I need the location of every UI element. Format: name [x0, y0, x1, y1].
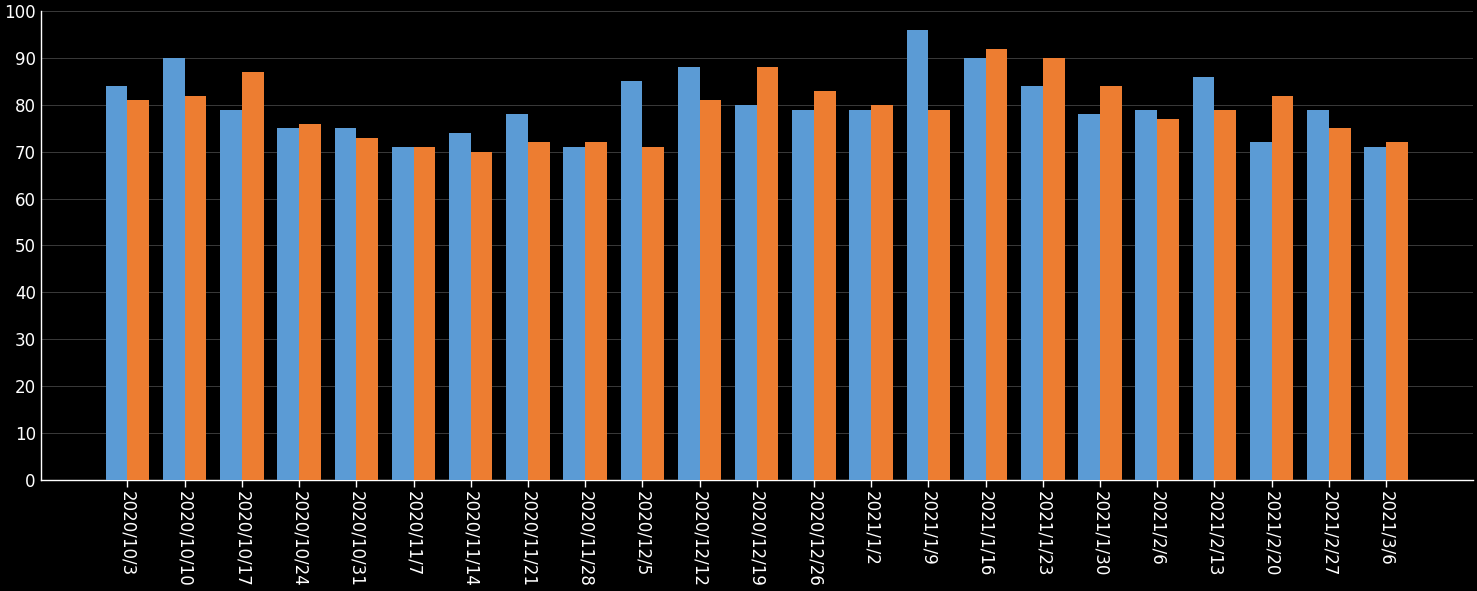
- Bar: [678, 67, 700, 480]
- Bar: [563, 147, 585, 480]
- Bar: [964, 58, 985, 480]
- Bar: [736, 105, 756, 480]
- Bar: [220, 109, 242, 480]
- Bar: [471, 152, 492, 480]
- Bar: [414, 147, 436, 480]
- Bar: [1307, 109, 1329, 480]
- Bar: [985, 48, 1007, 480]
- Bar: [449, 133, 471, 480]
- Bar: [1100, 86, 1121, 480]
- Bar: [1214, 109, 1236, 480]
- Bar: [127, 100, 149, 480]
- Bar: [507, 114, 527, 480]
- Bar: [814, 91, 836, 480]
- Bar: [1078, 114, 1100, 480]
- Bar: [756, 67, 778, 480]
- Bar: [1385, 142, 1408, 480]
- Bar: [335, 128, 356, 480]
- Bar: [1250, 142, 1272, 480]
- Bar: [106, 86, 127, 480]
- Bar: [792, 109, 814, 480]
- Bar: [300, 124, 321, 480]
- Bar: [1021, 86, 1043, 480]
- Bar: [1043, 58, 1065, 480]
- Bar: [356, 138, 378, 480]
- Bar: [700, 100, 721, 480]
- Bar: [620, 82, 642, 480]
- Bar: [162, 58, 185, 480]
- Bar: [642, 147, 665, 480]
- Bar: [185, 96, 207, 480]
- Bar: [585, 142, 607, 480]
- Bar: [1136, 109, 1156, 480]
- Bar: [871, 105, 894, 480]
- Bar: [391, 147, 414, 480]
- Bar: [1192, 77, 1214, 480]
- Bar: [278, 128, 300, 480]
- Bar: [907, 30, 929, 480]
- Bar: [1365, 147, 1385, 480]
- Bar: [1156, 119, 1179, 480]
- Bar: [242, 72, 263, 480]
- Bar: [849, 109, 871, 480]
- Bar: [1272, 96, 1294, 480]
- Bar: [1329, 128, 1350, 480]
- Bar: [527, 142, 549, 480]
- Bar: [929, 109, 950, 480]
